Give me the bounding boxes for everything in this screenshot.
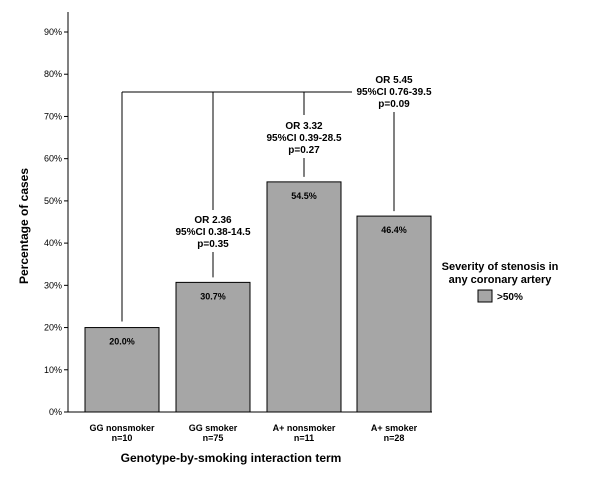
- legend-swatch: [477, 289, 493, 303]
- y-tick-label: 70%: [44, 111, 62, 121]
- y-tick-label: 40%: [44, 238, 62, 248]
- y-tick-label: 60%: [44, 154, 62, 164]
- bar-labels: 20.0% 30.7% 54.5% 46.4%: [109, 191, 407, 347]
- comparison-annotation-text: p=0.35: [197, 239, 229, 250]
- bar-value-label: 46.4%: [381, 225, 407, 235]
- y-tick-label: 50%: [44, 196, 62, 206]
- y-tick-label: 10%: [44, 365, 62, 375]
- comparison-annotation-text: p=0.09: [378, 99, 410, 110]
- y-tick-label: 80%: [44, 69, 62, 79]
- bar: [84, 327, 160, 413]
- legend-label: >50%: [497, 292, 523, 303]
- comparison-annotation-text: OR 3.32: [285, 121, 323, 132]
- category-label: n=11: [294, 433, 314, 443]
- legend-title: any coronary artery: [449, 274, 553, 286]
- bar: [356, 215, 432, 413]
- comparison-annotation-text: p=0.27: [288, 145, 320, 156]
- category-label: n=28: [384, 433, 405, 443]
- comparison-annotation-text: 95%CI 0.76-39.5: [356, 87, 431, 98]
- y-tick-label: 30%: [44, 280, 62, 290]
- bar-value-label: 30.7%: [200, 291, 226, 301]
- comparison-annotation-text: 95%CI 0.38-14.5: [175, 227, 250, 238]
- annotation-background: [352, 73, 436, 109]
- bar: [266, 181, 342, 413]
- comparison-annotation-text: OR 5.45: [375, 75, 413, 86]
- y-tick-label: 0%: [49, 407, 62, 417]
- bars: [84, 181, 432, 413]
- category-label: A+ smoker: [371, 423, 418, 433]
- legend-title: Severity of stenosis in: [442, 261, 559, 273]
- comparison-annotation-text: 95%CI 0.39-28.5: [266, 133, 341, 144]
- category-label: A+ nonsmoker: [273, 423, 336, 433]
- category-label: GG nonsmoker: [89, 423, 155, 433]
- y-tick-label: 20%: [44, 323, 62, 333]
- y-ticks: 0% 10% 20% 30% 40% 50% 60% 70% 80% 90%: [44, 27, 68, 417]
- category-label: GG smoker: [189, 423, 238, 433]
- bar-value-label: 20.0%: [109, 337, 135, 347]
- x-axis-title: Genotype-by-smoking interaction term: [121, 451, 342, 465]
- category-label: n=75: [203, 433, 224, 443]
- bar-value-label: 54.5%: [291, 191, 317, 201]
- y-axis-title: Percentage of cases: [17, 168, 31, 284]
- y-tick-label: 90%: [44, 27, 62, 37]
- comparison-annotation-text: OR 2.36: [194, 215, 232, 226]
- category-label: n=10: [112, 433, 133, 443]
- bar: [175, 281, 251, 413]
